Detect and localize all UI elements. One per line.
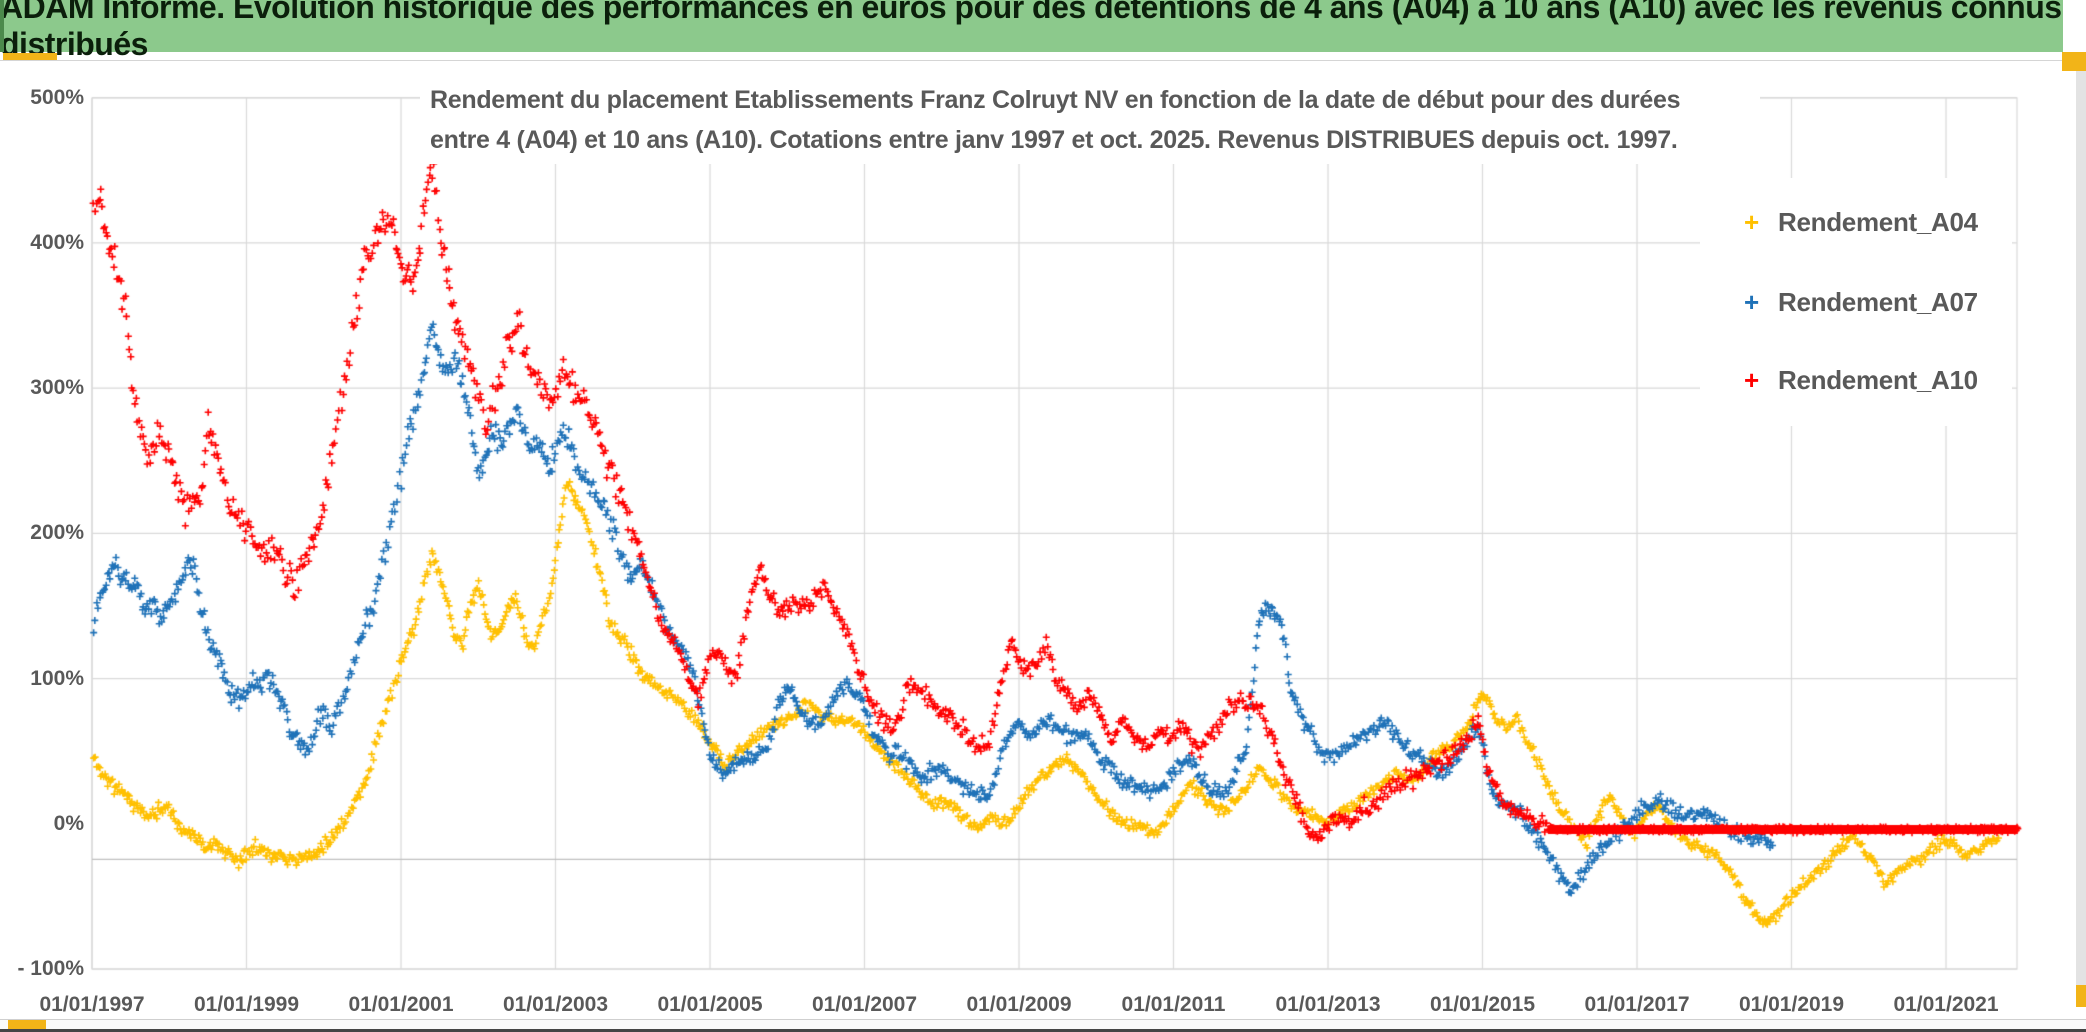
y-axis-tick-label: 300% <box>30 376 84 400</box>
y-axis-tick-label: 0% <box>53 811 84 835</box>
plus-marker-icon: + <box>1744 206 1760 237</box>
x-axis-tick-label: 01/01/2017 <box>1584 993 1690 1016</box>
y-axis-tick-label: 200% <box>30 521 84 545</box>
x-axis-tick-label: 01/01/2007 <box>811 993 918 1016</box>
scrollbar-accent-top <box>2062 52 2086 71</box>
chart-legend <box>1700 178 2012 426</box>
x-axis-tick-label: 01/01/2001 <box>348 993 454 1016</box>
scrollbar-accent-bottom <box>2076 985 2086 1007</box>
legend-item-a07: + Rendement_A07 <box>1744 284 1978 320</box>
x-axis-tick-label: 01/01/2013 <box>1275 993 1381 1016</box>
bottom-hairline <box>0 1019 2086 1020</box>
x-axis-tick-label: 01/01/2005 <box>657 993 763 1016</box>
right-scrollbar[interactable] <box>2076 71 2086 985</box>
plus-marker-icon: + <box>1744 286 1760 317</box>
y-axis-tick-label: 100% <box>30 666 84 690</box>
chart-title-line2: entre 4 (A04) et 10 ans (A10). Cotations… <box>430 126 1678 154</box>
x-axis-tick-label: 01/01/2019 <box>1738 993 1845 1016</box>
legend-label: Rendement_A07 <box>1778 286 1978 317</box>
bottom-bar <box>0 1029 2086 1032</box>
x-axis-tick-label: 01/01/2021 <box>1893 993 1999 1016</box>
legend-label: Rendement_A10 <box>1778 364 1978 395</box>
legend-item-a04: + Rendement_A04 <box>1744 204 1978 240</box>
bottom-strip <box>0 1020 2086 1029</box>
y-axis-tick-label: 400% <box>30 230 84 254</box>
x-axis-tick-label: 01/01/1997 <box>39 993 145 1016</box>
x-axis-tick-label: 01/01/2011 <box>1121 993 1226 1016</box>
bottom-accent <box>8 1020 46 1029</box>
chart-title-line1: Rendement du placement Etablissements Fr… <box>430 86 1681 114</box>
plus-marker-icon: + <box>1744 364 1760 395</box>
x-axis-tick-label: 01/01/2009 <box>966 993 1072 1016</box>
legend-item-a10: + Rendement_A10 <box>1744 362 1978 398</box>
chart-title: Rendement du placement Etablissements Fr… <box>420 76 1760 164</box>
y-axis-tick-label: 500% <box>30 85 84 109</box>
x-axis-tick-label: 01/01/1999 <box>193 993 300 1016</box>
legend-label: Rendement_A04 <box>1778 206 1978 237</box>
y-axis-tick-label: - 100% <box>17 957 84 981</box>
x-axis-tick-label: 01/01/2003 <box>502 993 609 1016</box>
x-axis-tick-label: 01/01/2015 <box>1429 993 1536 1016</box>
